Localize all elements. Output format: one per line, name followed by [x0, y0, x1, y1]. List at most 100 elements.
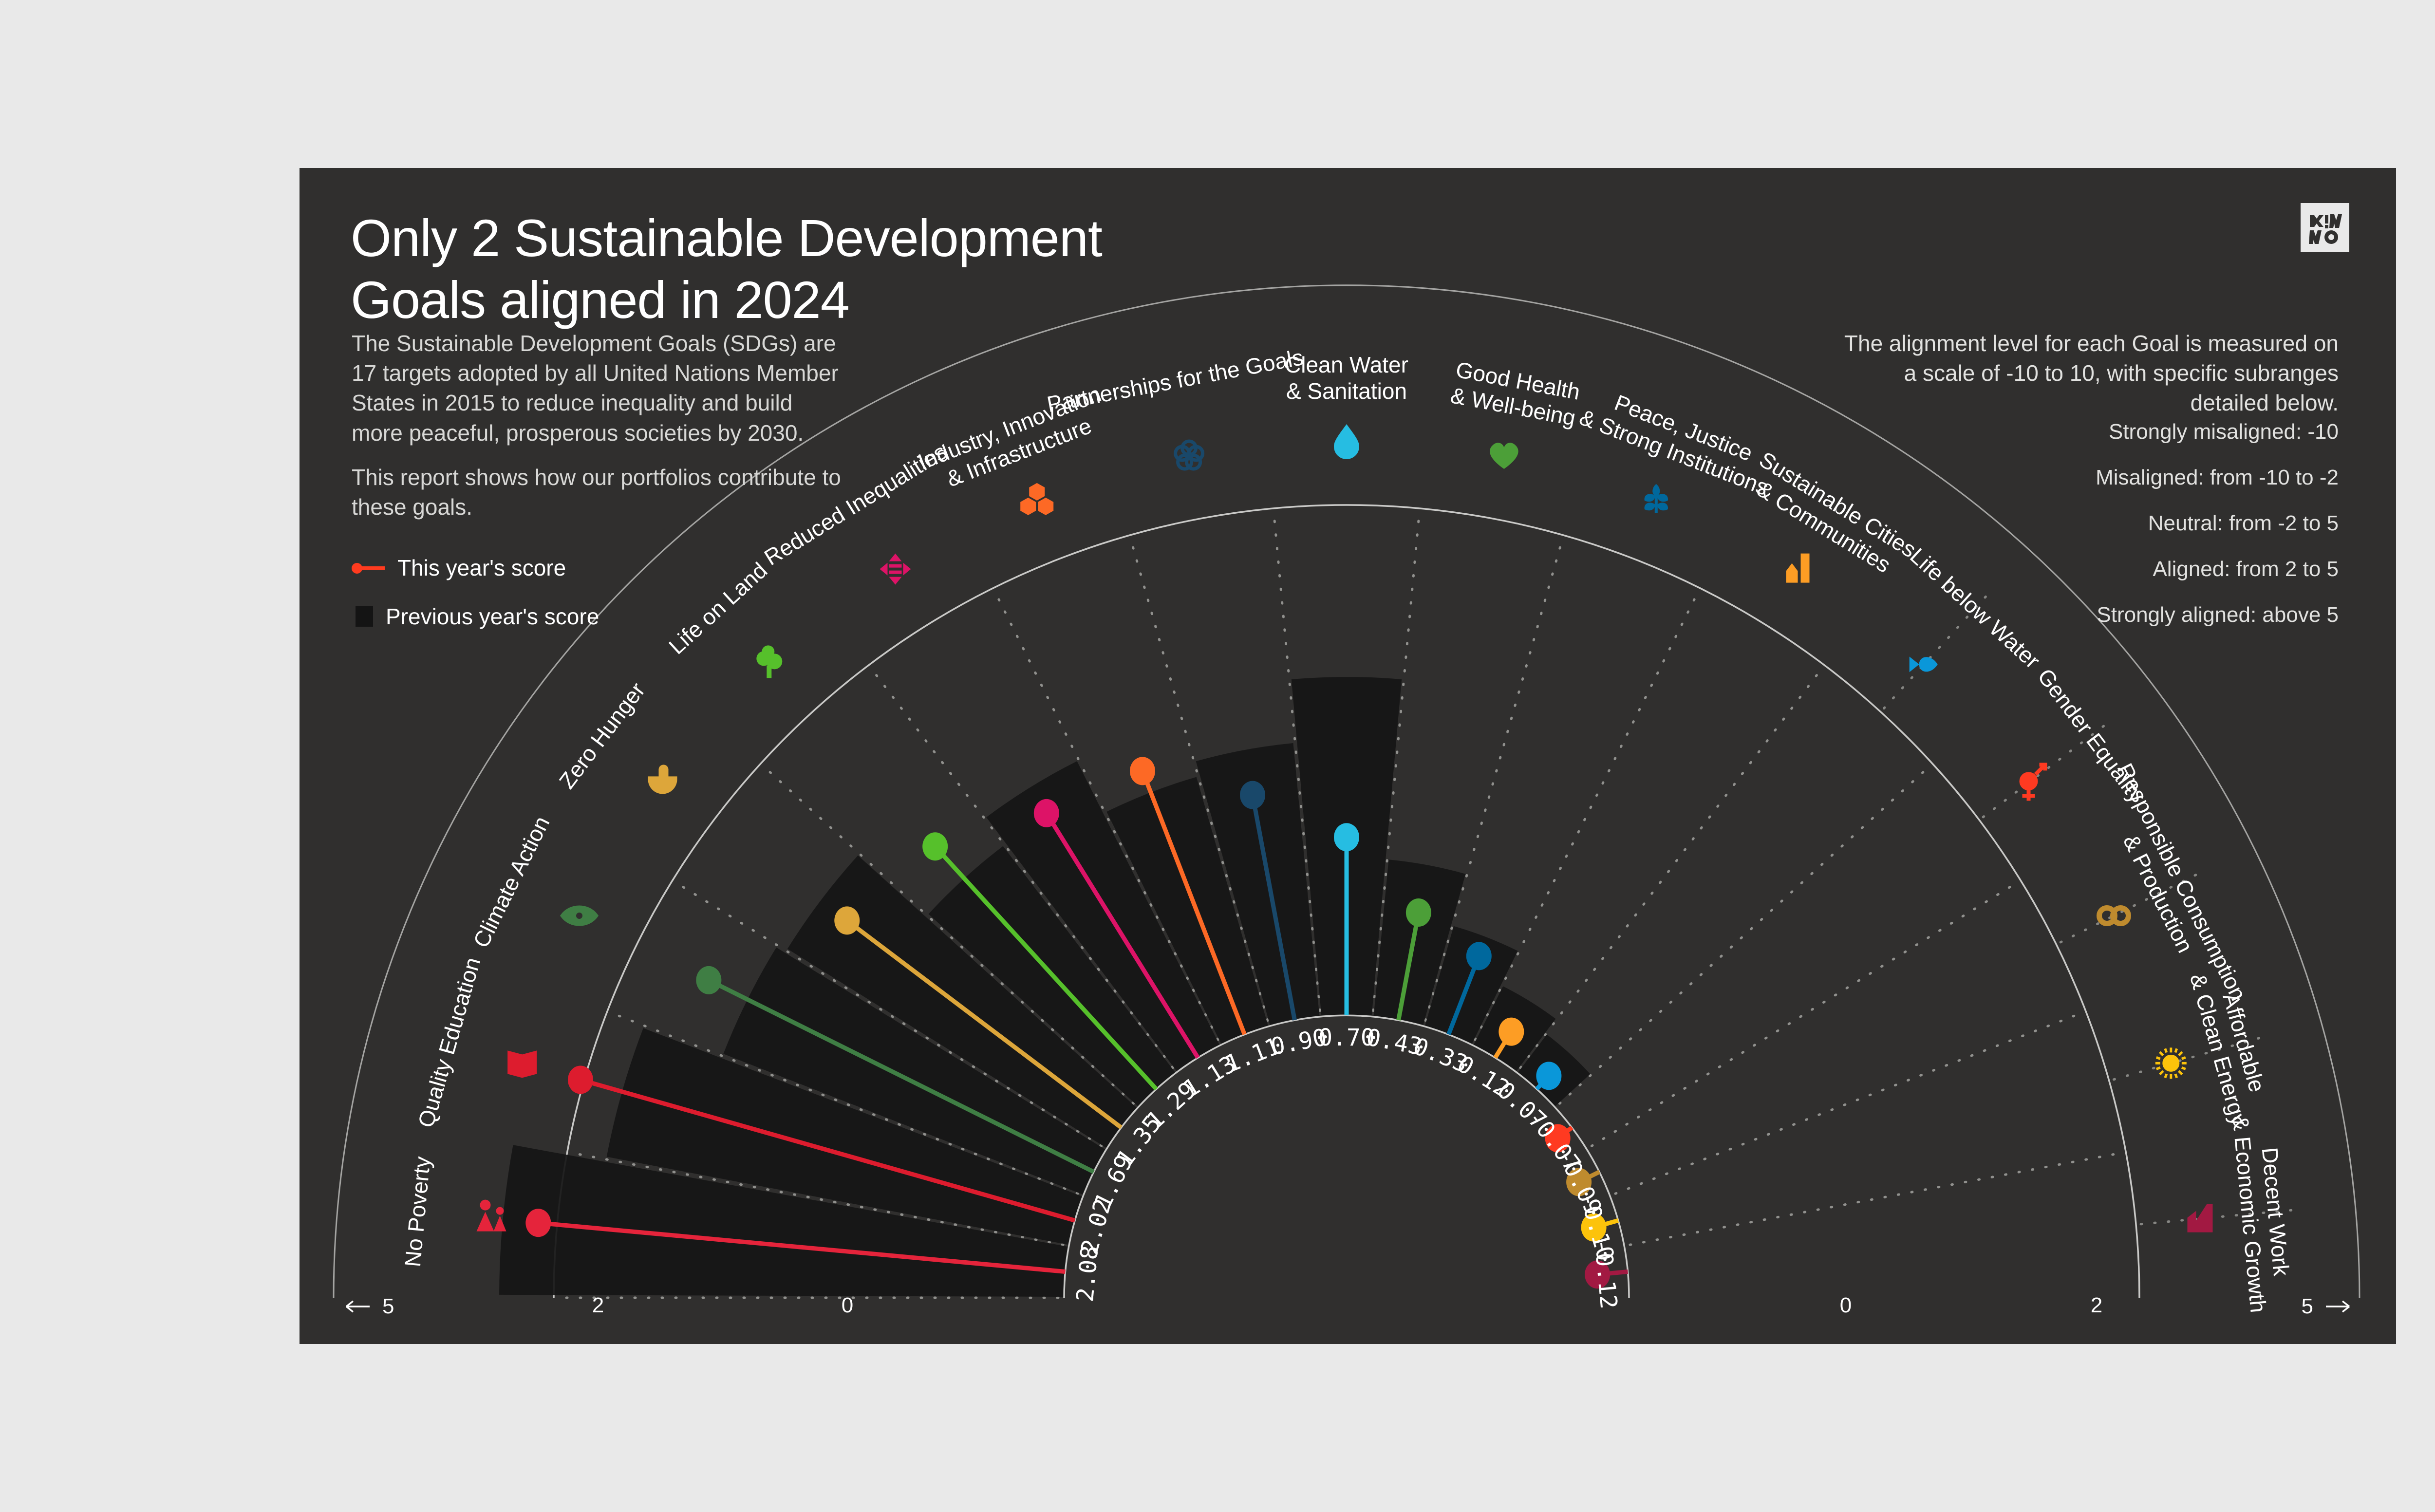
scale-range-list: Strongly misaligned: -10 Misaligned: fro…	[1803, 421, 2339, 650]
this-year-dot[interactable]	[1405, 898, 1431, 927]
goal-label: Partnerships for the Goals	[1045, 344, 1306, 417]
page-title-line-1: Only 2 Sustainable Development	[351, 208, 1103, 267]
goal-label: Zero Hunger	[554, 678, 650, 793]
fish-icon	[1909, 656, 1938, 672]
water-drop-icon	[1334, 424, 1359, 459]
this-year-dot[interactable]	[1536, 1062, 1562, 1090]
this-year-dot[interactable]	[696, 966, 722, 994]
this-year-dot[interactable]	[834, 906, 860, 935]
eye-icon	[560, 905, 599, 926]
this-year-stem	[580, 1078, 1076, 1223]
this-year-marker-icon	[352, 563, 385, 574]
legend-label-previous-year: Previous year's score	[386, 604, 599, 629]
rings-icon	[1174, 439, 1205, 471]
goal-label: Life on Land	[664, 558, 772, 659]
this-year-dot[interactable]	[1466, 942, 1492, 971]
this-year-dot[interactable]	[922, 832, 948, 861]
this-year-dot[interactable]	[1334, 823, 1359, 852]
range-aligned: Aligned: from 2 to 5	[2153, 557, 2339, 581]
inner-disc	[1064, 1015, 1629, 1303]
goal-connector-line	[1982, 721, 2110, 819]
equality-arrows-icon	[880, 553, 911, 585]
radial-gridline	[609, 1011, 1079, 1195]
axis-tick-left-2: 2	[592, 1293, 604, 1317]
this-year-dot[interactable]	[525, 1209, 551, 1237]
page-title: Only 2 Sustainable Development Goals ali…	[351, 207, 1471, 331]
this-year-stem	[845, 918, 1123, 1130]
previous-year-bar	[986, 761, 1220, 1072]
previous-year-marker-icon	[356, 606, 373, 627]
range-strongly-misaligned: Strongly misaligned: -10	[2108, 420, 2339, 444]
value-label: 0.70	[1318, 1024, 1375, 1051]
scale-note: The alignment level for each Goal is mea…	[1844, 331, 2339, 416]
heart-icon	[1490, 443, 1518, 469]
this-year-dot[interactable]	[1566, 1168, 1592, 1196]
range-strongly-aligned: Strongly aligned: above 5	[2097, 603, 2339, 627]
this-year-dot[interactable]	[1498, 1017, 1524, 1046]
axis-outer-arc	[553, 504, 2140, 1298]
radial-gridline	[1590, 881, 2019, 1147]
legend-label-this-year: This year's score	[397, 555, 566, 580]
goal-label: Climate Action	[468, 812, 555, 952]
axis-inner-arc	[1063, 1014, 1630, 1298]
page-title-line-2: Goals aligned in 2024	[351, 270, 850, 330]
value-label: -0.12	[1589, 1237, 1622, 1310]
radial-gridline	[1372, 511, 1421, 1012]
goal-connector-line	[2139, 1208, 2299, 1226]
radial-gridline	[1519, 667, 1823, 1069]
this-year-stem	[933, 845, 1158, 1091]
goal-connector-line	[2112, 1035, 2266, 1081]
this-year-stem	[1250, 794, 1297, 1021]
goal-label: Peace, Justice& Strong Institutions	[1576, 380, 1781, 501]
legend-item-this-year: This year's score	[352, 553, 599, 583]
dove-branch-icon	[1644, 484, 1668, 513]
previous-year-bar	[1106, 777, 1269, 1045]
radial-gridline	[1273, 511, 1321, 1012]
range-neutral: Neutral: from -2 to 5	[2148, 511, 2339, 535]
this-year-dot[interactable]	[1129, 757, 1155, 785]
sun-icon	[2155, 1047, 2187, 1079]
goal-label: Quality Education	[413, 954, 486, 1130]
wixo-logo-icon	[2309, 214, 2342, 244]
previous-year-bar	[1373, 859, 1466, 1026]
radial-gridline	[1129, 538, 1269, 1022]
radial-gridline	[674, 881, 1103, 1147]
intro-paragraph-1: The Sustainable Development Goals (SDGs)…	[352, 331, 839, 446]
gender-icon	[2019, 763, 2047, 801]
radial-gridline	[1424, 538, 1564, 1022]
previous-year-bar	[1196, 743, 1320, 1026]
outer-decorative-arc	[333, 284, 2360, 1298]
this-year-dot[interactable]	[1581, 1213, 1607, 1242]
this-year-dot[interactable]	[1545, 1124, 1571, 1153]
legend-item-previous-year: Previous year's score	[352, 601, 599, 632]
value-label: 2.08	[1071, 1245, 1104, 1303]
this-year-dot[interactable]	[1240, 781, 1266, 809]
this-year-dot[interactable]	[1585, 1260, 1611, 1289]
this-year-dot[interactable]	[567, 1065, 593, 1094]
this-year-stem	[708, 978, 1095, 1174]
dark-panel: 2.08 2.02 1.69 1.35 1.29 1.13 1.11 0.90 0.70 0.43…	[300, 168, 2396, 1344]
this-year-stem	[538, 1220, 1066, 1274]
goal-label: Clean Water & Sanitation	[1285, 352, 1408, 404]
book-icon	[507, 1050, 537, 1078]
chart-legend: This year's score Previous year's score	[352, 553, 599, 650]
brand-logo[interactable]	[2301, 203, 2349, 252]
radial-gridline	[993, 590, 1219, 1041]
axis-left-end: 5	[344, 1294, 394, 1319]
tree-icon	[756, 645, 783, 678]
gear-blocks-icon	[1020, 483, 1054, 515]
this-year-stem	[1140, 770, 1247, 1035]
arrow-left-icon	[345, 1300, 370, 1313]
arrow-right-icon	[2326, 1300, 2350, 1313]
axis-right-end-label: 5	[2301, 1294, 2313, 1318]
people-icon	[476, 1199, 506, 1232]
axis-tick-row: 2 0 0 2	[300, 1293, 2396, 1319]
goal-label: Good Health& Well-being	[1449, 356, 1583, 430]
previous-year-bar	[1424, 926, 1518, 1045]
axis-tick-right-0: 0	[1839, 1293, 1852, 1317]
this-year-dot[interactable]	[1033, 799, 1059, 827]
radial-gridline	[870, 667, 1174, 1069]
radial-bar-chart: 2.082.021.691.351.291.131.110.900.700.43…	[333, 284, 2360, 1314]
axis-right-end: 5	[2302, 1294, 2351, 1319]
